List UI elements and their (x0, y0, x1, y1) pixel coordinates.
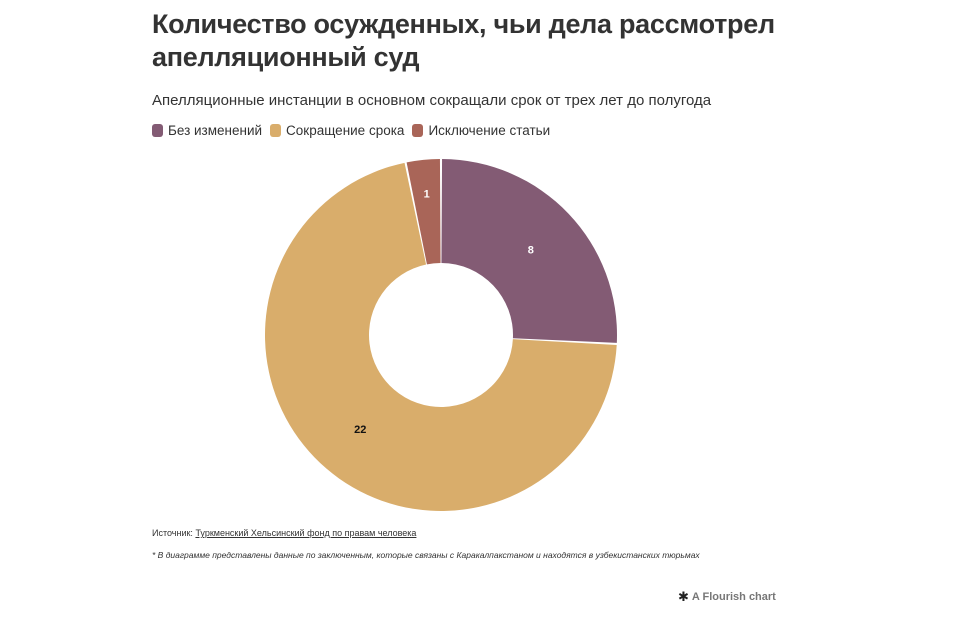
flourish-credit[interactable]: ✱ A Flourish chart (678, 589, 776, 605)
legend-swatch (152, 124, 163, 137)
slice-no-change[interactable] (441, 159, 617, 343)
donut-labels: 8 22 1 (354, 189, 534, 436)
legend-label: Сокращение срока (286, 123, 405, 138)
donut-slices (265, 159, 617, 511)
legend-item-reduction[interactable]: Сокращение срока (270, 123, 404, 138)
data-label-exclusion: 1 (424, 189, 430, 201)
flourish-credit-label: A Flourish chart (691, 591, 776, 603)
source-prefix: Источник: (152, 528, 196, 538)
source-line: Источник: Туркменский Хельсинский фонд п… (152, 528, 416, 538)
legend-label: Исключение статьи (428, 123, 551, 138)
legend-swatch (270, 124, 282, 137)
legend-swatch (412, 124, 424, 137)
data-label-reduction: 22 (354, 424, 366, 436)
flourish-star-icon: ✱ (678, 589, 689, 604)
source-link[interactable]: Туркменский Хельсинский фонд по правам ч… (195, 528, 417, 538)
chart-title: Количество осужденных, чьи дела рассмотр… (152, 9, 775, 72)
legend-item-exclusion[interactable]: Исключение статьи (412, 123, 550, 138)
chart-header: Количество осужденных, чьи дела рассмотр… (152, 0, 792, 138)
slice-reduction[interactable] (265, 162, 617, 511)
chart-subtitle: Апелляционные инстанции в основном сокра… (152, 92, 712, 109)
footnote: * В диаграмме представлены данные по зак… (152, 550, 700, 560)
legend-label: Без изменений (168, 123, 263, 138)
legend: Без изменений Сокращение срока Исключени… (152, 123, 792, 138)
legend-item-no-change[interactable]: Без изменений (152, 123, 262, 138)
data-label-no-change: 8 (528, 245, 534, 257)
slice-exclusion[interactable] (406, 159, 441, 265)
